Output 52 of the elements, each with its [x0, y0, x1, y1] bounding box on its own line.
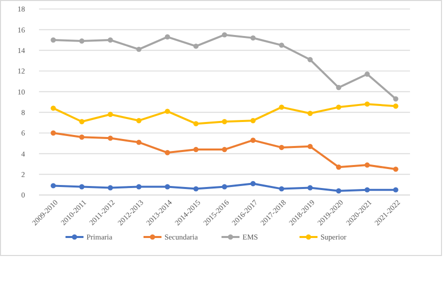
point — [393, 96, 398, 102]
point — [308, 185, 313, 190]
point — [364, 101, 370, 107]
point — [393, 104, 398, 109]
point — [108, 185, 113, 190]
point — [193, 44, 199, 49]
point — [364, 187, 370, 192]
point — [222, 119, 228, 124]
point — [250, 138, 256, 143]
point — [79, 119, 84, 124]
point — [336, 104, 342, 110]
point — [193, 186, 199, 192]
point — [136, 118, 142, 124]
point — [278, 104, 284, 110]
point — [193, 121, 199, 126]
point — [50, 37, 56, 43]
point — [308, 144, 313, 150]
point — [308, 110, 313, 116]
point — [308, 57, 313, 62]
point — [136, 184, 142, 190]
point — [136, 46, 142, 52]
point — [79, 38, 84, 44]
point — [108, 37, 113, 43]
point — [336, 188, 342, 194]
point — [364, 162, 370, 168]
point — [164, 34, 170, 40]
point — [250, 118, 256, 124]
point — [278, 42, 284, 48]
point — [222, 32, 228, 38]
point — [278, 144, 284, 150]
point — [393, 187, 398, 192]
point — [278, 186, 284, 192]
point — [50, 130, 56, 136]
point — [336, 84, 342, 90]
point — [108, 136, 113, 141]
point — [50, 106, 56, 111]
point — [79, 184, 84, 190]
point — [50, 183, 56, 188]
point — [136, 140, 142, 145]
point — [336, 164, 342, 170]
point — [193, 146, 199, 152]
point — [364, 72, 370, 77]
point — [79, 134, 84, 140]
point — [393, 166, 398, 172]
point — [250, 181, 256, 186]
point — [164, 150, 170, 156]
point — [164, 184, 170, 190]
point — [108, 112, 113, 117]
point — [222, 184, 228, 190]
point — [164, 108, 170, 114]
point — [222, 146, 228, 152]
point — [250, 35, 256, 41]
